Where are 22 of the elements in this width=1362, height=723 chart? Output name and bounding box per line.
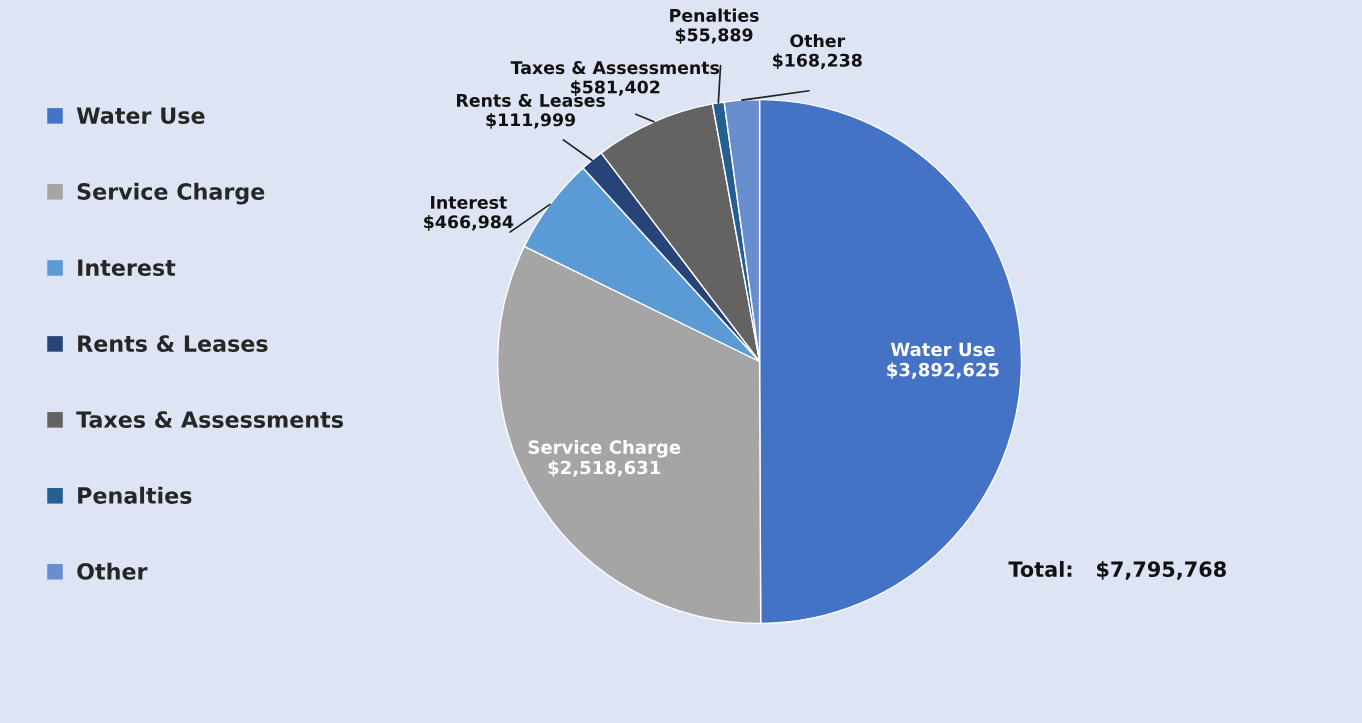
legend-label: Other <box>77 562 148 580</box>
legend-label: Water Use <box>76 107 205 124</box>
data-label: $466,984 <box>424 214 514 231</box>
data-label: $168,238 <box>773 53 862 70</box>
data-label: $2,518,631 <box>548 460 661 477</box>
slice-label: Taxes & Assessments <box>510 61 720 75</box>
legend-label: Rents & Leases <box>78 335 268 352</box>
data-label: $3,892,625 <box>887 362 999 379</box>
data-label: $581,402 <box>571 80 660 96</box>
slice-label: Penalties <box>670 8 759 22</box>
slice-label: Water Use <box>890 342 995 357</box>
slice-label: Other <box>790 33 846 48</box>
legend-label: Interest <box>78 259 176 277</box>
legend-label: Penalties <box>78 486 192 504</box>
data-label: $111,999 <box>486 112 576 129</box>
text: Total: $7,795,768 <box>1008 560 1226 580</box>
slice-label: Interest <box>431 196 507 209</box>
data-label: $55,889 <box>675 27 753 44</box>
legend-label: Service Charge <box>77 182 265 205</box>
legend-label: Taxes & Assessments <box>76 411 343 428</box>
slice-label: Service Charge <box>528 439 681 458</box>
slice-label: Rents & Leases <box>457 93 605 107</box>
